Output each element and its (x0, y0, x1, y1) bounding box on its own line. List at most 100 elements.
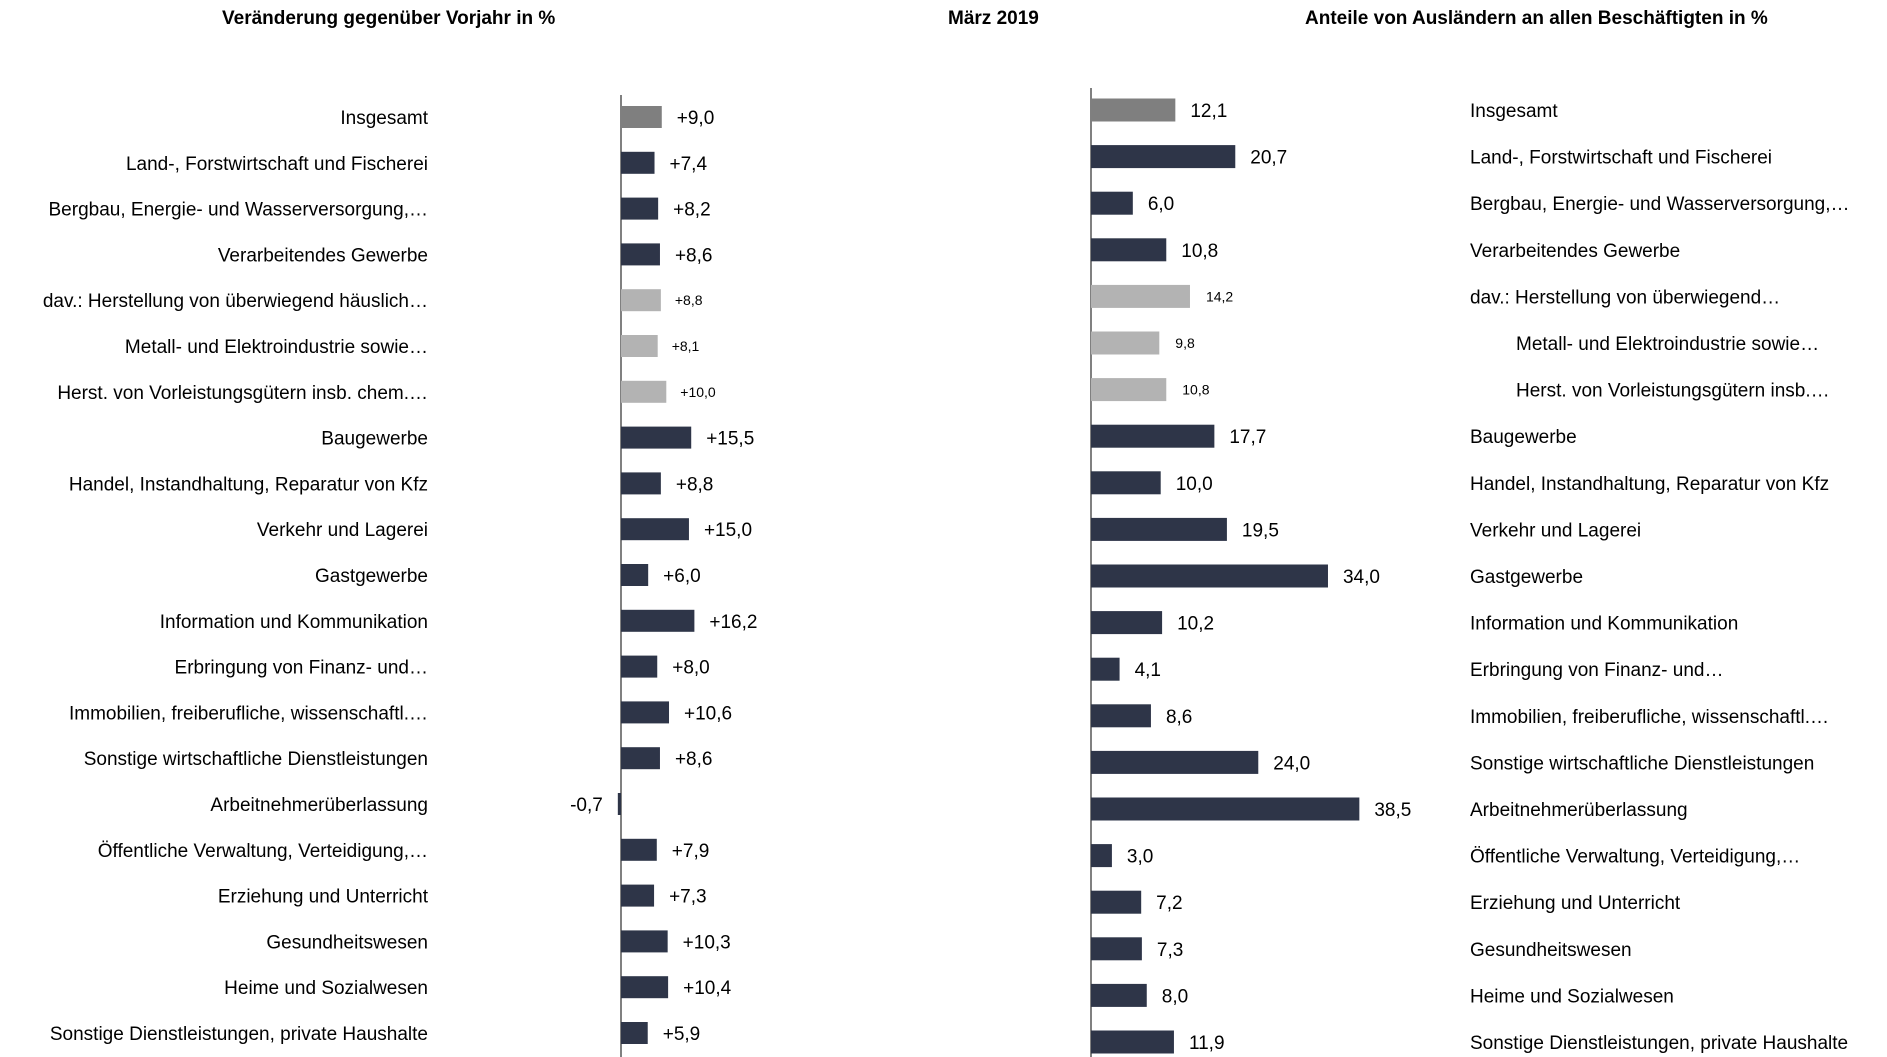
left-value-label: -0,7 (570, 795, 603, 816)
left-category-label: Heime und Sozialwesen (224, 978, 428, 999)
right-bar (1091, 704, 1151, 728)
left-bar (617, 793, 621, 815)
left-value-label: +10,6 (684, 703, 732, 724)
left-category-label: Gesundheitswesen (266, 932, 428, 953)
right-category-label: Sonstige wirtschaftliche Dienstleistunge… (1470, 753, 1814, 774)
left-value-label: +8,6 (675, 749, 713, 770)
left-category-label: Verkehr und Lagerei (257, 520, 428, 541)
right-value-label: 10,0 (1176, 474, 1213, 495)
right-value-label: 20,7 (1250, 148, 1287, 169)
left-bar (621, 335, 658, 357)
left-value-label: +15,5 (706, 429, 754, 450)
right-category-label: Sonstige Dienstleistungen, private Haush… (1470, 1033, 1848, 1054)
left-value-label: +8,1 (672, 338, 700, 354)
right-category-label: Heime und Sozialwesen (1470, 986, 1674, 1007)
right-category-label: Baugewerbe (1470, 427, 1577, 448)
right-value-label: 8,6 (1166, 707, 1192, 728)
right-category-label: Gastgewerbe (1470, 567, 1583, 588)
left-category-label: Verarbeitendes Gewerbe (218, 245, 428, 266)
right-bar (1091, 937, 1142, 961)
left-bar (621, 701, 670, 724)
right-value-label: 10,2 (1177, 614, 1214, 635)
left-category-label: Baugewerbe (321, 429, 428, 450)
left-category-label: Sonstige Dienstleistungen, private Haush… (50, 1024, 428, 1045)
right-bar (1091, 1030, 1174, 1054)
right-value-label: 7,3 (1157, 940, 1183, 961)
right-bar (1091, 145, 1236, 169)
left-category-label: Arbeitnehmerüberlassung (210, 795, 428, 816)
left-bar (621, 930, 668, 953)
left-value-label: +7,4 (670, 154, 708, 175)
left-value-label: +10,3 (683, 932, 731, 953)
right-bar (1091, 191, 1133, 215)
left-value-label: +6,0 (663, 566, 701, 587)
right-category-label: Öffentliche Verwaltung, Verteidigung,… (1470, 847, 1800, 868)
right-value-label: 12,1 (1190, 101, 1227, 122)
left-category-label: Immobilien, freiberufliche, wissenschaft… (69, 703, 428, 724)
left-bar (621, 884, 655, 907)
right-category-label: Metall- und Elektroindustrie sowie… (1516, 334, 1819, 355)
right-bar (1091, 797, 1360, 821)
right-category-label: dav.: Herstellung von überwiegend… (1470, 287, 1780, 308)
right-bar (1091, 378, 1167, 402)
left-bar (621, 289, 661, 312)
right-category-label: Erbringung von Finanz- und… (1470, 660, 1723, 681)
left-category-label: Sonstige wirtschaftliche Dienstleistunge… (84, 749, 428, 770)
left-category-label: Bergbau, Energie- und Wasserversorgung,… (49, 200, 429, 221)
right-value-label: 17,7 (1229, 427, 1266, 448)
left-bar (621, 655, 658, 678)
left-bar (621, 976, 669, 999)
right-bar (1091, 611, 1163, 635)
left-category-label: Gastgewerbe (315, 566, 428, 587)
right-value-label: 8,0 (1162, 986, 1188, 1007)
right-bar (1091, 750, 1259, 774)
left-category-label: Öffentliche Verwaltung, Verteidigung,… (98, 841, 428, 862)
right-value-label: 10,8 (1181, 241, 1218, 262)
right-category-label: Insgesamt (1470, 101, 1558, 122)
right-category-label: Arbeitnehmerüberlassung (1470, 800, 1688, 821)
right-category-label: Erziehung und Unterricht (1470, 893, 1681, 914)
right-value-label: 14,2 (1206, 288, 1233, 304)
right-bar (1091, 331, 1160, 355)
right-category-label: Land-, Forstwirtschaft und Fischerei (1470, 148, 1772, 169)
right-bar (1091, 890, 1142, 914)
right-category-label: Information und Kommunikation (1470, 614, 1738, 635)
left-value-label: +5,9 (663, 1024, 701, 1045)
left-category-label: Herst. von Vorleistungsgütern insb. chem… (57, 383, 428, 404)
right-category-label: Verkehr und Lagerei (1470, 520, 1641, 541)
left-bar (621, 106, 662, 128)
left-category-label: Insgesamt (340, 108, 428, 129)
left-category-label: Erziehung und Unterricht (218, 887, 429, 908)
left-bar (621, 243, 660, 266)
right-category-label: Bergbau, Energie- und Wasserversorgung,… (1470, 194, 1850, 215)
right-bar (1091, 564, 1328, 588)
left-chart-title: Veränderung gegenüber Vorjahr in % (222, 8, 556, 29)
right-value-label: 4,1 (1135, 660, 1161, 681)
right-category-label: Gesundheitswesen (1470, 940, 1632, 961)
left-value-label: +8,8 (675, 292, 703, 308)
right-bar (1091, 844, 1112, 868)
left-value-label: +16,2 (709, 612, 757, 633)
right-value-label: 24,0 (1273, 753, 1310, 774)
left-bar (621, 747, 660, 770)
left-value-label: +7,9 (672, 841, 710, 862)
right-value-label: 38,5 (1374, 800, 1411, 821)
right-value-label: 11,9 (1189, 1033, 1225, 1054)
right-value-label: 3,0 (1127, 847, 1153, 868)
right-bar (1091, 238, 1167, 262)
left-bar (621, 472, 661, 495)
left-value-label: +8,6 (675, 245, 713, 266)
left-bar (621, 838, 657, 861)
left-bar (621, 380, 667, 403)
right-bar (1091, 517, 1227, 541)
right-bar (1091, 983, 1147, 1007)
left-category-label: Information und Kommunikation (160, 612, 428, 633)
left-bar (621, 518, 689, 541)
left-value-label: +8,2 (673, 200, 711, 221)
right-bar (1091, 471, 1161, 495)
left-bar (621, 151, 655, 174)
right-category-label: Handel, Instandhaltung, Reparatur von Kf… (1470, 474, 1829, 495)
right-value-label: 19,5 (1242, 520, 1279, 541)
left-value-label: +7,3 (669, 887, 707, 908)
